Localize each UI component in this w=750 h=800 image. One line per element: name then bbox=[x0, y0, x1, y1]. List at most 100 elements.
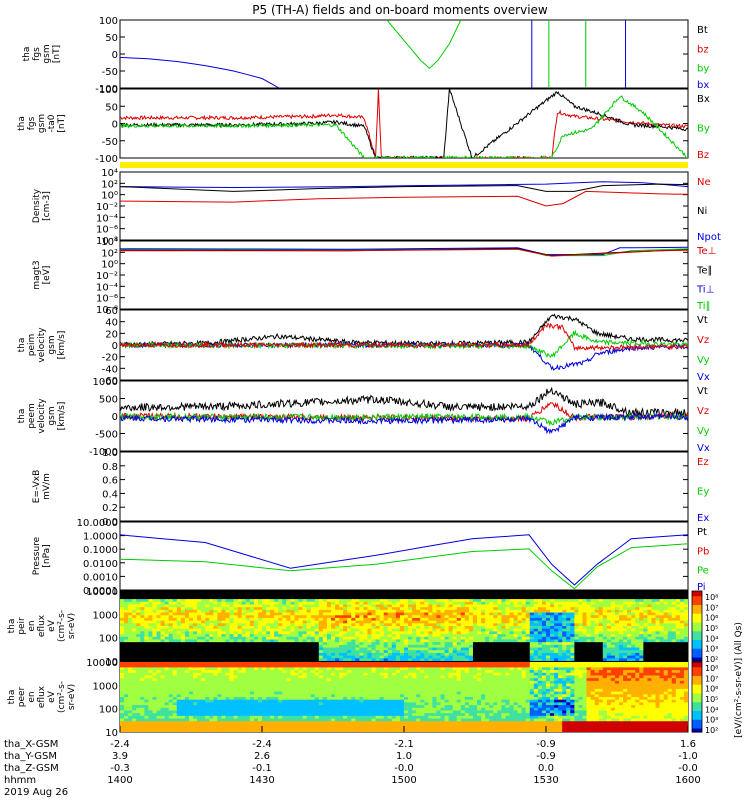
colorbar-tick: 10⁷ bbox=[705, 674, 718, 683]
colorbar-tick: 10⁴ bbox=[705, 634, 718, 643]
y-axis-label-line: peer bbox=[17, 686, 27, 707]
y-tick-label: 10⁴ bbox=[101, 168, 118, 179]
y-tick-label: 10000 bbox=[86, 658, 118, 669]
x-row-value: 1.0 bbox=[396, 751, 412, 762]
y-tick-label: 10⁰ bbox=[101, 260, 118, 271]
y-axis-label-line: sr-eV) bbox=[67, 684, 77, 710]
x-row-value: 1600 bbox=[675, 775, 700, 786]
y-tick-label: 0 bbox=[112, 120, 118, 131]
x-row-value: -2.4 bbox=[110, 739, 130, 750]
y-tick-label: 1000 bbox=[93, 610, 118, 621]
panel-frame bbox=[119, 19, 689, 89]
y-axis-label-line: E=-VxB bbox=[32, 470, 42, 504]
y-tick-label: 100 bbox=[99, 634, 118, 645]
series-Te⊥ bbox=[120, 248, 688, 257]
y-tick-label: 0.8 bbox=[102, 462, 118, 473]
y-tick-label: 0.4 bbox=[102, 489, 118, 500]
y-axis-label-line: tha bbox=[7, 619, 17, 634]
panel-frame bbox=[119, 451, 689, 522]
panel-data bbox=[120, 89, 688, 158]
y-tick-label: 10⁻⁶ bbox=[96, 294, 118, 305]
y-tick-label: 10⁻⁴ bbox=[96, 213, 118, 224]
y-tick-label: 0.0010 bbox=[83, 572, 118, 583]
y-axis-label-line: velocity bbox=[37, 327, 47, 363]
y-axis-label: tha peem velocity gsm [km/s] bbox=[17, 398, 67, 434]
panel-efield: 1.0 0.8 0.6 0.4 0.2 0.0 E=-VxB mV/m Ez Ey Ex bbox=[32, 448, 709, 528]
panel-peem-velocity: 1000 500 0 -500 -1000 tha peem velocity gsm [km/s… bbox=[17, 377, 710, 458]
y-axis-label: tha peir en eflux eV (cm²-s-sr-eV) bbox=[7, 610, 77, 642]
y-axis-label-line: peem bbox=[27, 403, 37, 429]
y-tick-label: 10⁻⁴ bbox=[96, 282, 118, 293]
legend-Ez: Ez bbox=[697, 457, 709, 468]
legend-Ni: Ni bbox=[697, 206, 707, 217]
y-axis-label-line: [km/s] bbox=[57, 331, 67, 360]
x-row-value: -0.9 bbox=[536, 739, 556, 750]
legend-Ne: Ne bbox=[697, 177, 711, 188]
legend-Ex: Ex bbox=[697, 513, 709, 524]
legend-Vx: Vx bbox=[697, 443, 710, 454]
x-row-value: -2.4 bbox=[252, 739, 272, 750]
x-row-label: tha_Z-GSM bbox=[4, 763, 59, 774]
y-axis-label-line: sr-eV) bbox=[67, 613, 77, 639]
y-axis-label: Density [cm-3] bbox=[32, 188, 52, 223]
y-axis-label: tha fgs gsm [nT] bbox=[22, 44, 62, 63]
series-Npot bbox=[120, 181, 688, 189]
y-axis-label-line: [nT] bbox=[57, 114, 67, 132]
colorbar-tick: 10⁵ bbox=[705, 624, 718, 633]
y-axis-label: Pressure [nPa] bbox=[32, 536, 52, 575]
y-axis-label-line: gsm bbox=[37, 114, 47, 133]
legend-By: By bbox=[697, 124, 710, 135]
series-Bx bbox=[120, 89, 688, 158]
legend-Npot: Npot bbox=[697, 232, 721, 243]
legend-Bt: Bt bbox=[697, 25, 708, 36]
panel-pressure: 10.0000 1.0000 0.1000 0.0100 0.0010 0.0001 Pre… bbox=[32, 518, 709, 597]
legend-bz: bz bbox=[697, 44, 709, 55]
y-axis-label-line: en bbox=[27, 691, 37, 702]
series-bx bbox=[120, 56, 280, 88]
y-axis-label-line: velocity bbox=[37, 398, 47, 434]
colorbar-tick: 10² bbox=[705, 655, 718, 664]
y-axis-label-line: gsm bbox=[47, 335, 57, 354]
legend-Bz: Bz bbox=[697, 150, 709, 161]
colorbar-tick: 10⁸ bbox=[705, 593, 718, 602]
series-Vy bbox=[120, 329, 688, 359]
y-tick-label: 1.0 bbox=[102, 448, 118, 459]
legend-Pe: Pe bbox=[697, 566, 709, 577]
legend-Vt: Vt bbox=[697, 386, 708, 397]
y-axis-label-line: tha bbox=[22, 47, 32, 62]
x-row-value: 0.0 bbox=[538, 763, 554, 774]
legend-bx: bx bbox=[697, 80, 709, 91]
x-axis-labels: tha_X-GSM -2.4 -2.4 -2.1 -0.9 1.6 tha_Y-GSM 3.9… bbox=[4, 726, 701, 798]
series-Vt bbox=[120, 313, 688, 348]
y-axis-label-line: fgs bbox=[27, 116, 37, 130]
y-axis-label-line: [eV] bbox=[42, 266, 52, 285]
series-Bz bbox=[120, 89, 688, 158]
y-axis-label: tha peer en eflux eV (cm²-s-sr-eV) bbox=[7, 681, 77, 713]
x-row-value: 2.6 bbox=[254, 751, 270, 762]
colorbar-tick: 10⁵ bbox=[705, 695, 718, 704]
y-axis-label-line: eV bbox=[47, 619, 57, 632]
legend-Pb: Pb bbox=[697, 546, 709, 557]
y-axis-label-line: eflux bbox=[37, 614, 47, 637]
panel-data bbox=[120, 20, 627, 88]
y-axis-label-line: eV bbox=[47, 690, 57, 703]
y-axis-label-line: gsm bbox=[47, 406, 57, 425]
y-tick-label: 40 bbox=[105, 318, 118, 329]
series-Vz bbox=[120, 322, 688, 352]
legend-Pt: Pt bbox=[697, 527, 707, 538]
y-tick-label: 1000 bbox=[93, 377, 118, 388]
y-axis-label-line: en bbox=[27, 620, 37, 631]
colorbar-tick: 10⁶ bbox=[705, 614, 718, 623]
y-axis-label: tha peim velocity gsm [km/s] bbox=[17, 327, 67, 363]
y-tick-label: 10⁻⁸ bbox=[96, 236, 118, 247]
panel-peer-en-eflux: 10000 1000 100 10 tha peer en eflux eV (cm²-s-sr-… bbox=[7, 658, 718, 739]
series-Pi bbox=[120, 534, 688, 586]
x-row-value: -0.0 bbox=[394, 763, 414, 774]
y-tick-label: 10² bbox=[101, 248, 118, 259]
legend-Te∥: Te∥ bbox=[696, 265, 713, 276]
y-axis-label-line: gsm bbox=[42, 44, 52, 63]
y-axis-label: E=-VxB mV/m bbox=[32, 470, 52, 504]
